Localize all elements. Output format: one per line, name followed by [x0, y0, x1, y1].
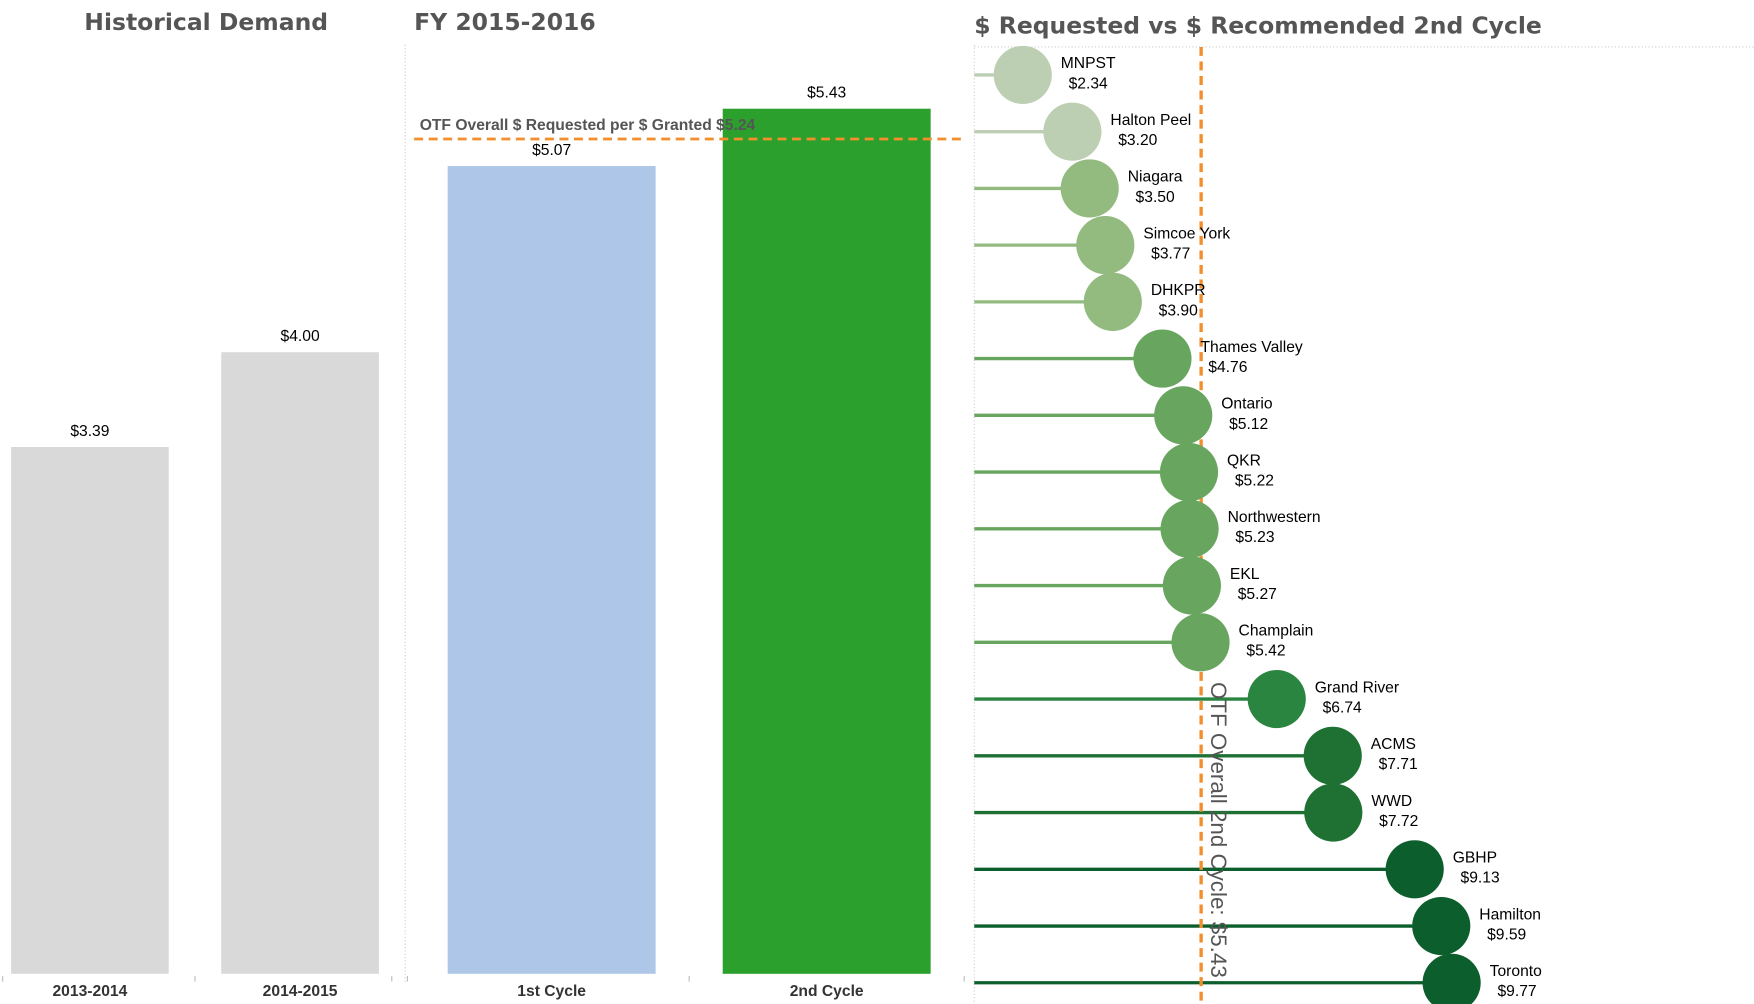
- value-label: $4.76: [1208, 359, 1247, 376]
- dot: [1247, 669, 1306, 729]
- point-name: Simcoe York: [1143, 225, 1230, 242]
- dot: [1162, 556, 1221, 615]
- point-name: Thames Valley: [1200, 339, 1302, 356]
- reference-label: OTF Overall 2nd Cycle: $5.43: [1206, 682, 1231, 978]
- value-label: $5.07: [532, 142, 571, 159]
- dot: [1133, 329, 1192, 388]
- point-name: Ontario: [1221, 396, 1273, 413]
- chart-title: Historical Demand: [84, 8, 328, 36]
- value-label: $5.12: [1229, 416, 1268, 433]
- point-name: Toronto: [1490, 963, 1542, 980]
- chart-title: $ Requested vs $ Recommended 2nd Cycle: [974, 12, 1542, 40]
- point-name: Hamilton: [1479, 906, 1541, 923]
- point-name: QKR: [1227, 452, 1261, 469]
- bar: [11, 446, 169, 974]
- bar: [722, 108, 931, 974]
- dot: [1154, 386, 1213, 445]
- point-name: GBHP: [1453, 850, 1497, 867]
- dot: [1060, 159, 1119, 218]
- value-label: $9.13: [1461, 870, 1500, 887]
- value-label: $4.00: [281, 328, 320, 345]
- dot: [1076, 216, 1135, 275]
- value-label: $3.77: [1151, 246, 1190, 263]
- value-label: $9.77: [1497, 983, 1536, 1000]
- dot: [1159, 443, 1219, 502]
- point-name: WWD: [1371, 793, 1412, 810]
- point-name: MNPST: [1061, 55, 1116, 72]
- dot: [1422, 953, 1481, 1004]
- value-label: $5.22: [1235, 473, 1274, 490]
- dot: [1385, 840, 1444, 899]
- value-label: $5.43: [807, 85, 846, 102]
- value-label: $3.50: [1136, 189, 1175, 206]
- dot: [1160, 499, 1219, 558]
- point-name: DHKPR: [1151, 282, 1206, 299]
- value-label: $7.71: [1379, 756, 1418, 773]
- dot: [1171, 613, 1230, 672]
- value-label: $2.34: [1069, 75, 1108, 92]
- value-label: $9.59: [1487, 926, 1526, 943]
- dot: [1303, 726, 1362, 785]
- value-label: $6.74: [1323, 699, 1362, 716]
- value-label: $3.90: [1159, 302, 1198, 319]
- value-label: $7.72: [1379, 813, 1418, 830]
- reference-label: OTF Overall $ Requested per $ Granted $5…: [420, 117, 756, 134]
- dot: [1083, 272, 1142, 331]
- x-tick-label: 2014-2015: [263, 983, 338, 1000]
- dot: [1304, 783, 1363, 842]
- value-label: $3.20: [1118, 132, 1157, 149]
- value-label: $5.23: [1235, 529, 1274, 546]
- chart-title: FY 2015-2016: [414, 8, 596, 36]
- x-tick-label: 1st Cycle: [517, 983, 586, 1000]
- dot: [1043, 102, 1102, 161]
- point-name: ACMS: [1371, 736, 1416, 753]
- value-label: $3.39: [70, 423, 109, 440]
- bar: [447, 166, 656, 974]
- x-tick-label: 2nd Cycle: [790, 983, 864, 1000]
- dot: [1412, 896, 1471, 956]
- value-label: $5.27: [1238, 586, 1277, 603]
- dot: [993, 45, 1052, 104]
- point-name: Champlain: [1239, 623, 1314, 640]
- point-name: Niagara: [1128, 169, 1183, 186]
- value-label: $5.42: [1246, 643, 1285, 660]
- point-name: Halton Peel: [1110, 112, 1191, 129]
- point-name: EKL: [1230, 566, 1260, 583]
- point-name: Northwestern: [1228, 509, 1321, 526]
- point-name: Grand River: [1315, 679, 1399, 696]
- x-tick-label: 2013-2014: [52, 983, 127, 1000]
- bar: [221, 352, 379, 974]
